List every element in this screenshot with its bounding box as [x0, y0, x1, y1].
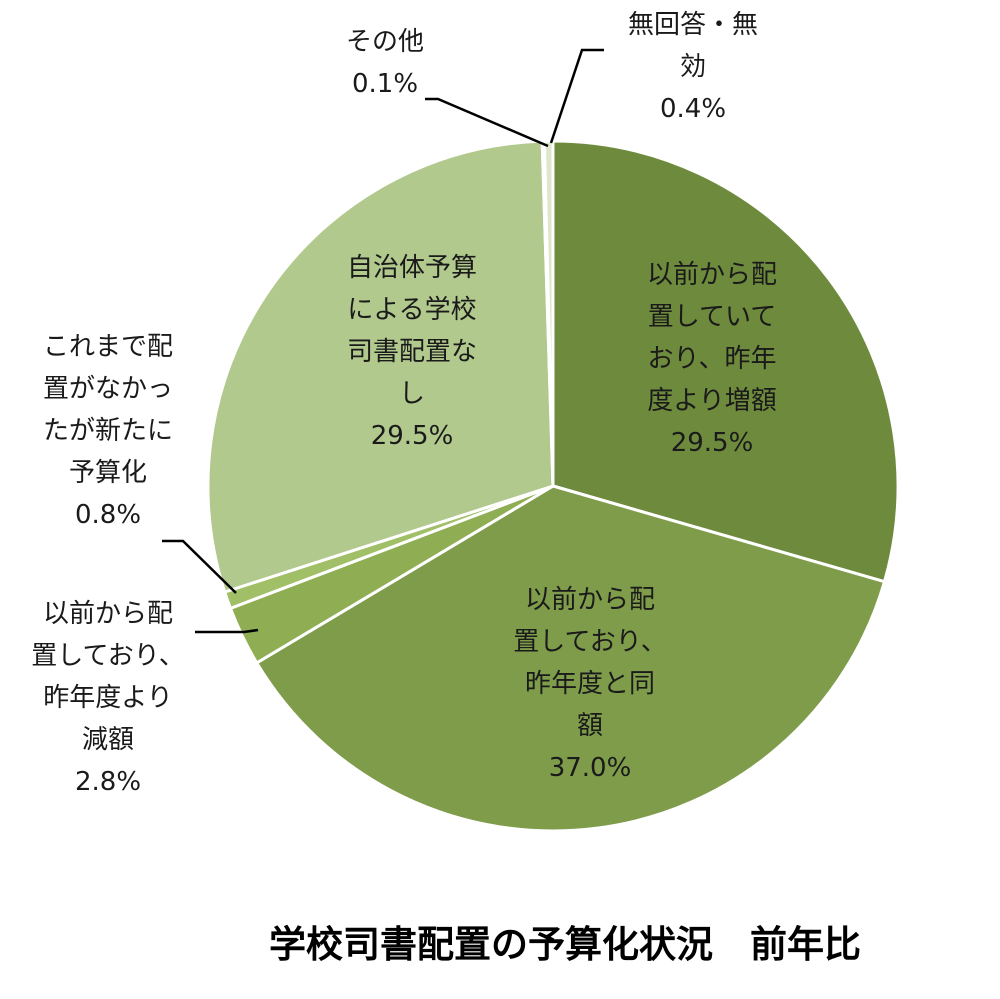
- leader-line-7: [549, 48, 604, 144]
- pie-slice-5: [206, 139, 555, 594]
- pie-slices: [206, 139, 900, 833]
- slice-label-2: 以前から配置しており、昨年度と同額 37.0%: [513, 585, 666, 783]
- slice-label-5: 自治体予算による学校司書配置なし 29.5%: [347, 253, 477, 451]
- slice-label-4: これまで配置がなかったが新たに予算化 0.8%: [43, 332, 173, 530]
- leader-line-3: [195, 628, 259, 634]
- leader-line-6: [425, 97, 549, 148]
- slice-labels: 以前から配置していており、昨年度より増額 29.5% 以前から配置しており、昨年度と…: [31, 10, 777, 797]
- pie-slice-1: [551, 139, 900, 584]
- slice-label-1: 以前から配置していており、昨年度より増額 29.5%: [647, 260, 777, 458]
- pie-slice-7: [542, 139, 555, 488]
- leader-lines: [162, 48, 604, 634]
- slice-label-7: 無回答・無効 0.4%: [628, 10, 758, 124]
- pie-slice-2: [255, 484, 886, 833]
- slice-label-6: その他 0.1%: [346, 27, 424, 99]
- slice-label-3: 以前から配置しており、昨年度より減額 2.8%: [31, 599, 184, 797]
- leader-line-4: [162, 539, 237, 594]
- chart-title: 学校司書配置の予算化状況 前年比: [269, 923, 861, 966]
